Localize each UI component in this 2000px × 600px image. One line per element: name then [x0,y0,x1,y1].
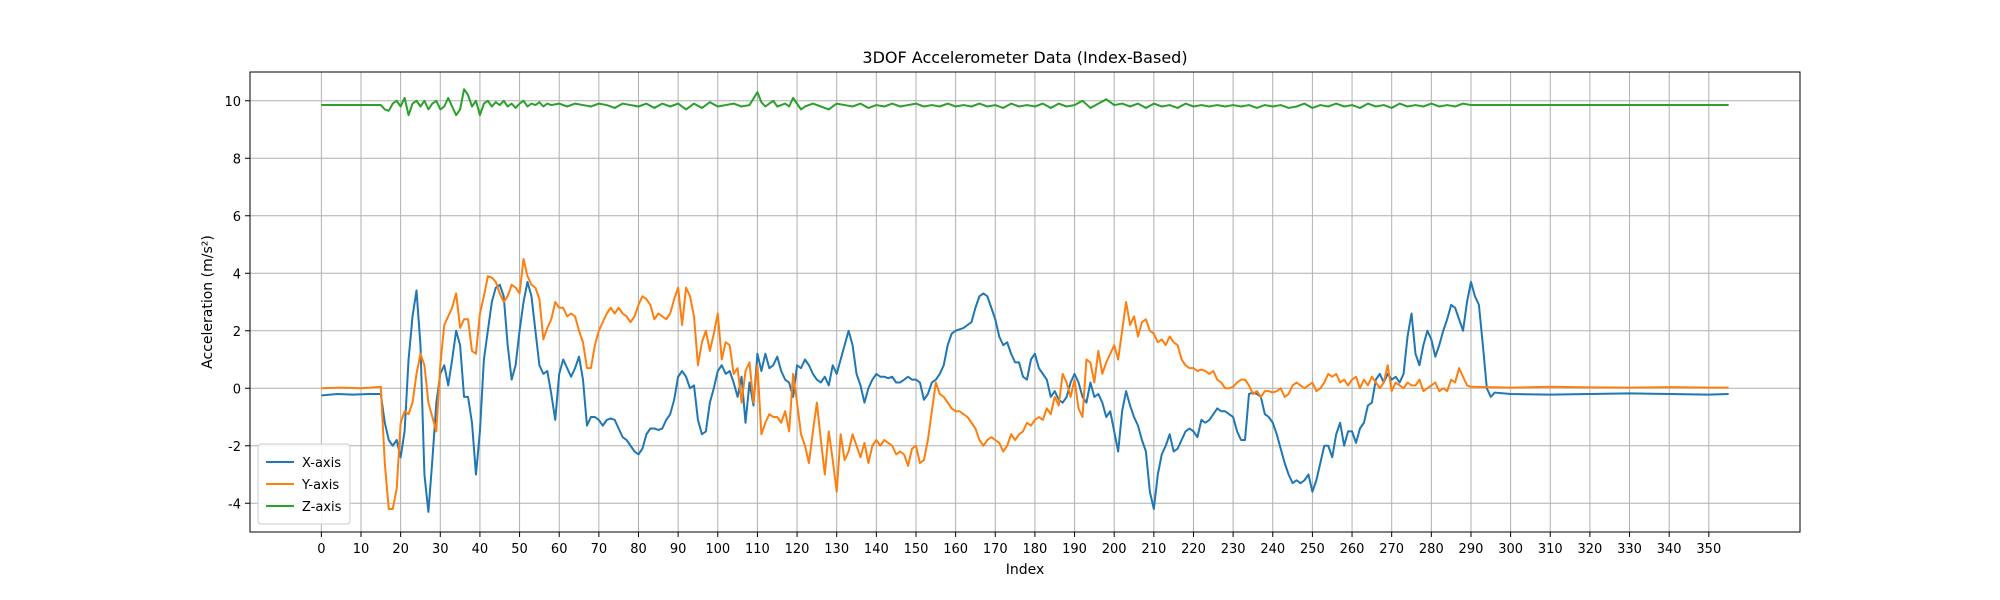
y-tick-label: 2 [233,325,241,340]
x-tick-label: 320 [1577,542,1602,557]
plot-frame [249,71,1801,533]
x-tick-label: 0 [317,542,325,557]
x-tick-label: 50 [511,542,528,557]
y-tick-label: 6 [233,210,241,225]
x-axis-label: Index [1006,562,1045,578]
x-tick-label: 300 [1498,542,1523,557]
y-tick-label: 4 [233,267,241,282]
x-tick-label: 60 [551,542,568,557]
x-tick-label: 290 [1459,542,1484,557]
grid [250,72,1800,532]
x-tick-label: 350 [1696,542,1721,557]
x-tick-label: 150 [904,542,929,557]
y-ticks: -4 -2 0 2 4 6 8 10 [224,95,250,512]
y-tick-label: -2 [228,440,241,455]
x-tick-label: 280 [1419,542,1444,557]
legend-label: Y-axis [301,478,339,493]
x-tick-label: 10 [353,542,370,557]
x-tick-label: 340 [1657,542,1682,557]
y-tick-label: 0 [233,382,241,397]
x-tick-label: 160 [943,542,968,557]
x-tick-label: 170 [983,542,1008,557]
x-ticks: 0 10 20 30 40 50 60 70 80 90 100 110 120 130 140 150 160… [317,532,1721,557]
x-tick-label: 250 [1300,542,1325,557]
x-tick-label: 40 [472,542,489,557]
legend-label: X-axis [302,456,341,471]
y-tick-label: 8 [233,152,241,167]
y-tick-label: 10 [224,95,241,110]
chart-title: 3DOF Accelerometer Data (Index-Based) [862,48,1187,67]
x-tick-label: 260 [1340,542,1365,557]
x-tick-label: 270 [1379,542,1404,557]
x-tick-label: 330 [1617,542,1642,557]
series-line-z-axis [321,88,1729,117]
x-tick-label: 100 [705,542,730,557]
x-tick-label: 180 [1022,542,1047,557]
x-tick-label: 70 [591,542,608,557]
x-tick-label: 110 [745,542,770,557]
x-tick-label: 310 [1538,542,1563,557]
legend: X-axis Y-axis Z-axis [257,443,351,525]
x-tick-label: 210 [1141,542,1166,557]
x-tick-label: 220 [1181,542,1206,557]
x-tick-label: 20 [392,542,409,557]
x-tick-label: 90 [670,542,687,557]
x-tick-label: 80 [630,542,647,557]
series-lines [321,88,1729,513]
legend-label: Z-axis [302,500,342,515]
series-line-y-axis [321,257,1729,510]
x-tick-label: 120 [785,542,810,557]
y-axis-label: Acceleration (m/s²) [200,235,216,369]
x-tick-label: 140 [864,542,889,557]
x-tick-label: 240 [1260,542,1285,557]
x-tick-label: 200 [1102,542,1127,557]
y-tick-label: -4 [228,497,241,512]
x-tick-label: 30 [432,542,449,557]
x-tick-label: 130 [824,542,849,557]
legend-box [257,443,351,525]
x-tick-label: 190 [1062,542,1087,557]
x-tick-label: 230 [1221,542,1246,557]
series-line-x-axis [321,280,1729,513]
